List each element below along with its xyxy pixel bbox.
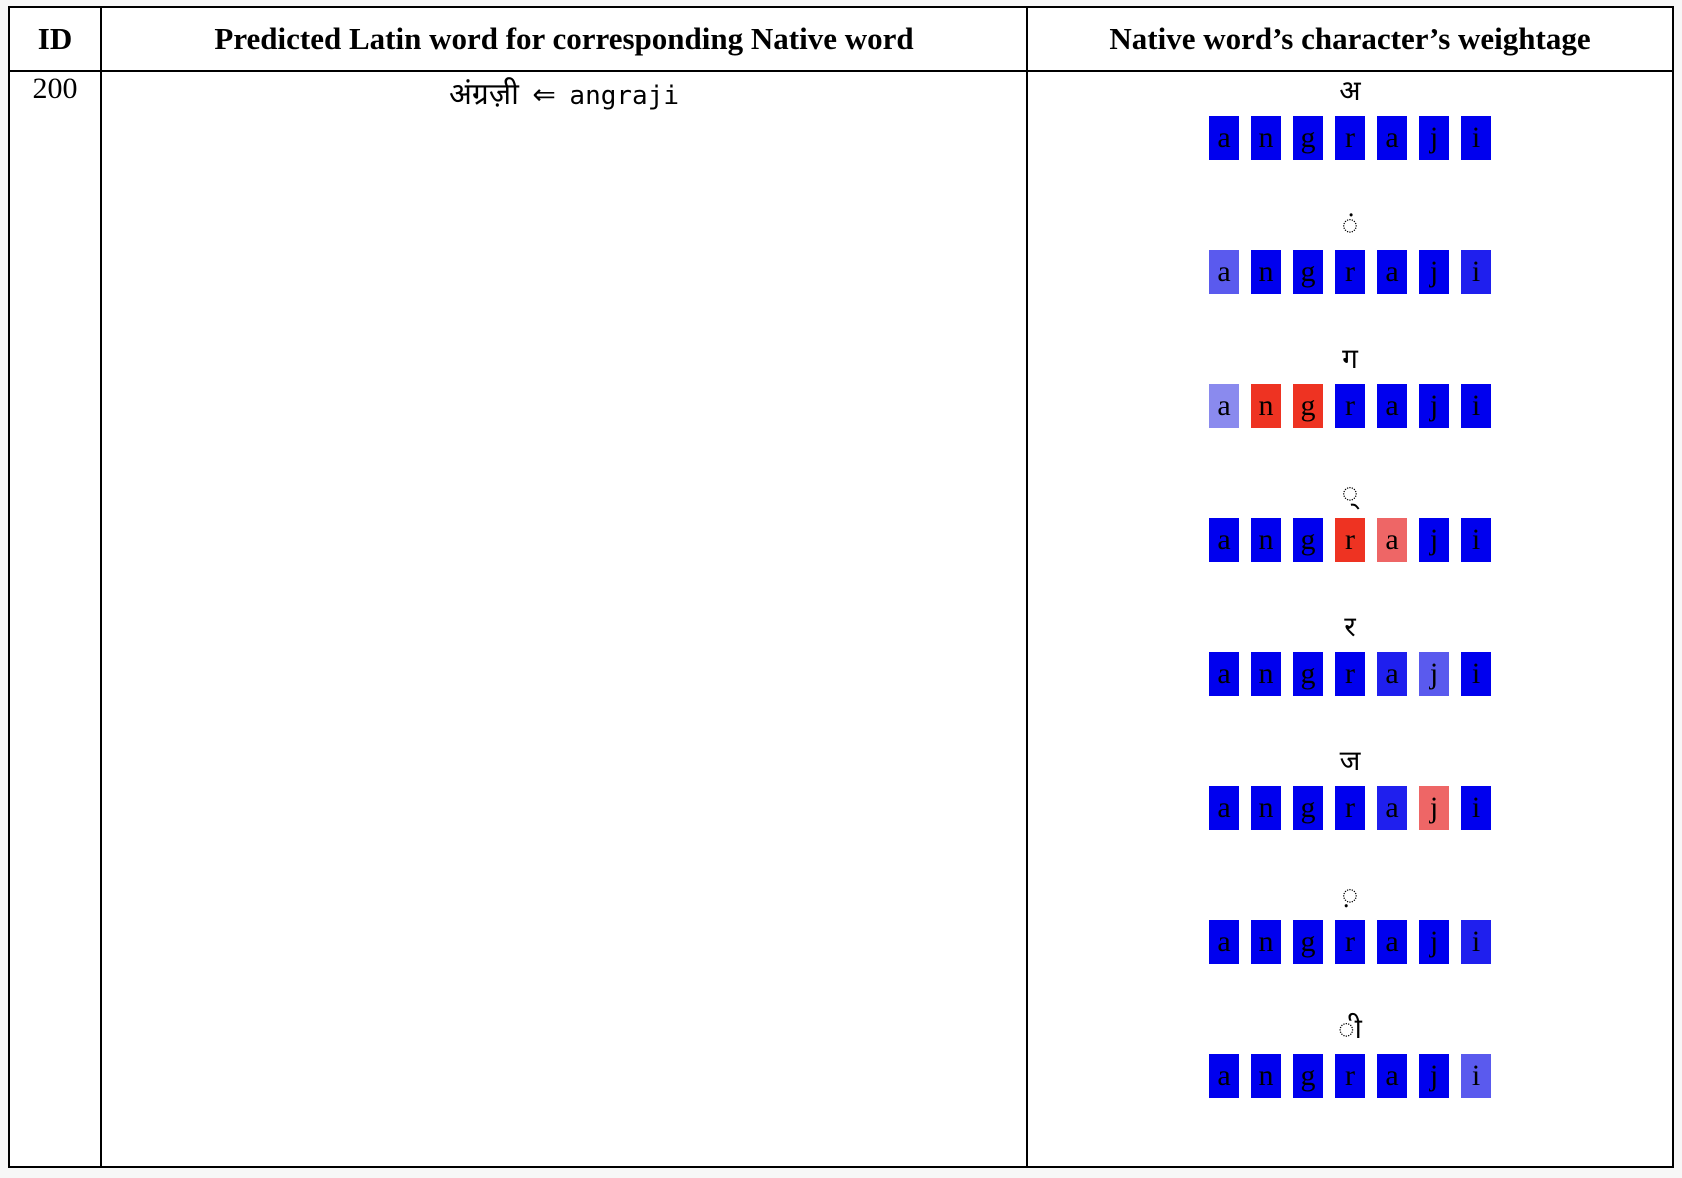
attention-table: ID Predicted Latin word for correspondin…: [8, 6, 1674, 1168]
latin-letter-cell: a: [1377, 384, 1407, 428]
native-char-label: ◌ी: [1028, 1010, 1672, 1048]
latin-letter-cell: n: [1251, 652, 1281, 696]
latin-letter-cell: n: [1251, 920, 1281, 964]
prediction-cell: अंग्रज़ी ⇐ angraji: [101, 71, 1027, 1167]
latin-letter-cell: j: [1419, 1054, 1449, 1098]
latin-letter-cell: i: [1461, 384, 1491, 428]
latin-letter-cell: a: [1209, 518, 1239, 562]
latin-letter-cell: j: [1419, 920, 1449, 964]
latin-letter-cell: a: [1377, 920, 1407, 964]
latin-letter-cell: n: [1251, 116, 1281, 160]
latin-letter-cell: n: [1251, 518, 1281, 562]
latin-letter-cell: g: [1293, 920, 1323, 964]
latin-letter-cell: g: [1293, 518, 1323, 562]
header-id: ID: [9, 7, 101, 71]
latin-letter-cell: g: [1293, 1054, 1323, 1098]
row-id: 200: [9, 71, 101, 1167]
header-prediction: Predicted Latin word for corresponding N…: [101, 7, 1027, 71]
latin-letter-cell: i: [1461, 920, 1491, 964]
latin-letter-cell: a: [1377, 250, 1407, 294]
latin-letter-cell: r: [1335, 384, 1365, 428]
native-char-label: ◌़: [1028, 876, 1672, 914]
latin-letter-cell: a: [1377, 116, 1407, 160]
latin-letter-cell: i: [1461, 1054, 1491, 1098]
latin-letter-cell: r: [1335, 920, 1365, 964]
latin-letter-cell: a: [1209, 116, 1239, 160]
latin-letter-cell: a: [1209, 920, 1239, 964]
weightage-cell: अ a n g r a j i ◌ं a n g r a j i ग a n g r a j i ◌् a n g r a j i र a n g r a…: [1027, 71, 1673, 1167]
native-char-label: ◌ं: [1028, 206, 1672, 244]
table-row: 200 अंग्रज़ी ⇐ angraji अ a n g r a j i ◌ं a n g r a j i…: [9, 71, 1673, 1167]
latin-letter-cell: g: [1293, 116, 1323, 160]
latin-letter-cell: j: [1419, 384, 1449, 428]
latin-letter-cell: i: [1461, 250, 1491, 294]
latin-letter-cell: j: [1419, 786, 1449, 830]
latin-letter-cell: i: [1461, 518, 1491, 562]
latin-letter-cell: r: [1335, 518, 1365, 562]
native-char-label: ग: [1028, 340, 1672, 378]
latin-letter-cell: g: [1293, 652, 1323, 696]
latin-letter-cell: a: [1209, 1054, 1239, 1098]
latin-letter-cell: j: [1419, 250, 1449, 294]
latin-letter-cell: i: [1461, 116, 1491, 160]
native-char-label: ◌्: [1028, 474, 1672, 512]
latin-letter-cell: n: [1251, 250, 1281, 294]
header-row: ID Predicted Latin word for correspondin…: [9, 7, 1673, 71]
latin-letter-cell: j: [1419, 518, 1449, 562]
latin-letter-cell: n: [1251, 384, 1281, 428]
latin-letter-cell: a: [1209, 250, 1239, 294]
latin-letter-cell: a: [1377, 518, 1407, 562]
latin-letter-cell: g: [1293, 384, 1323, 428]
native-char-label: ज: [1028, 742, 1672, 780]
latin-letter-cell: r: [1335, 786, 1365, 830]
latin-letter-cell: a: [1209, 786, 1239, 830]
latin-letter-cell: r: [1335, 116, 1365, 160]
weight-block: ◌ं a n g r a j i: [1028, 206, 1672, 340]
prediction-line: अंग्रज़ी ⇐ angraji: [102, 72, 1026, 113]
header-weightage: Native word’s character’s weightage: [1027, 7, 1673, 71]
native-word: अंग्रज़ी: [449, 77, 519, 112]
latin-letter-cell: i: [1461, 786, 1491, 830]
latin-letter-cell: a: [1377, 786, 1407, 830]
latin-word: angraji: [569, 81, 679, 111]
latin-letter-cell: n: [1251, 786, 1281, 830]
latin-letter-cell: r: [1335, 652, 1365, 696]
weight-block: ◌़ a n g r a j i: [1028, 876, 1672, 1010]
weight-block: ◌् a n g r a j i: [1028, 474, 1672, 608]
latin-letter-cell: a: [1377, 652, 1407, 696]
latin-letter-cell: g: [1293, 786, 1323, 830]
latin-letter-cell: a: [1209, 384, 1239, 428]
latin-letter-cell: n: [1251, 1054, 1281, 1098]
latin-letter-cell: a: [1209, 652, 1239, 696]
latin-letter-cell: g: [1293, 250, 1323, 294]
weight-block: ◌ी a n g r a j i: [1028, 1010, 1672, 1144]
latin-letter-cell: j: [1419, 652, 1449, 696]
latin-letter-cell: i: [1461, 652, 1491, 696]
left-arrow-icon: ⇐: [532, 78, 555, 111]
native-char-label: अ: [1028, 72, 1672, 110]
native-char-label: र: [1028, 608, 1672, 646]
latin-letter-cell: r: [1335, 1054, 1365, 1098]
latin-letter-cell: j: [1419, 116, 1449, 160]
weightage-list: अ a n g r a j i ◌ं a n g r a j i ग a n g r a j i ◌् a n g r a j i र a n g r a…: [1028, 72, 1672, 1144]
latin-letter-cell: r: [1335, 250, 1365, 294]
latin-letter-cell: a: [1377, 1054, 1407, 1098]
